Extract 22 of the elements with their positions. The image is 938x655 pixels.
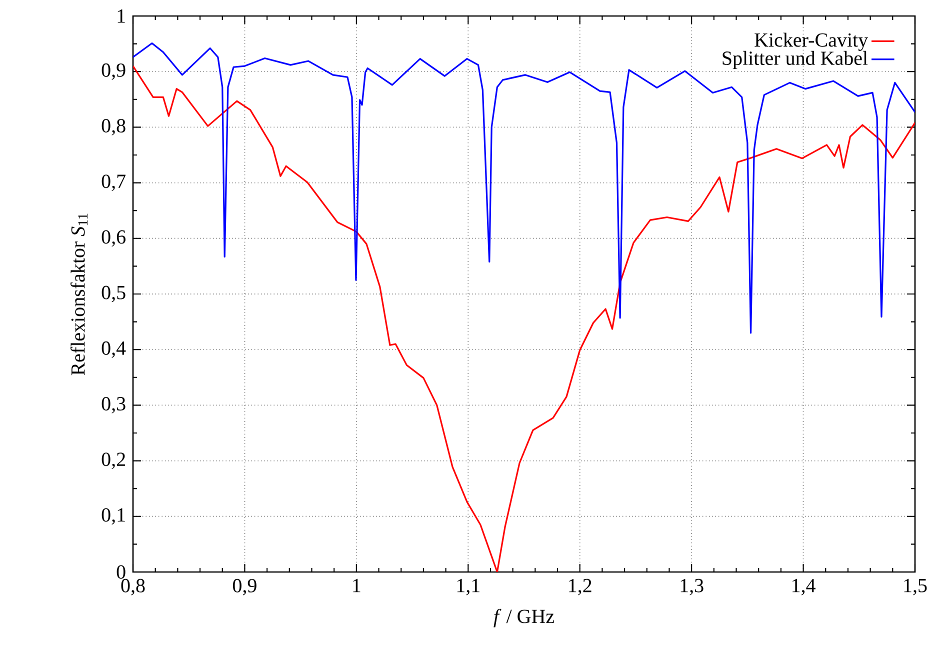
legend-label: Splitter und Kabel — [722, 50, 868, 70]
y-tick-label: 0 — [116, 565, 126, 579]
y-tick-label: 0,9 — [102, 63, 126, 80]
y-tick-label: 0,6 — [102, 230, 126, 247]
y-tick-label: 0,5 — [102, 286, 126, 302]
legend-label: Kicker-Cavity — [754, 32, 868, 51]
y-axis-title: Reflexionsfaktor S$_{11}$ — [70, 214, 88, 376]
y-tick-label: 0,8 — [102, 119, 126, 136]
x-tick-label: 1,4 — [792, 578, 816, 596]
x-tick-label: 1,5 — [904, 578, 927, 596]
x-tick-label: 1 — [353, 578, 360, 592]
x-tick-label: 1,2 — [569, 578, 592, 596]
y-tick-label: 1 — [118, 9, 125, 23]
x-tick-label: 1,3 — [680, 578, 704, 596]
y-tick-label: 0,7 — [102, 174, 126, 191]
x-tick-label: 1,1 — [457, 578, 480, 596]
y-tick-label: 0,1 — [102, 508, 125, 525]
y-tick-label: 0,2 — [102, 452, 125, 469]
x-axis-title: f / GHz — [494, 608, 554, 628]
y-tick-label: 0,4 — [102, 341, 126, 358]
x-tick-label: 0,9 — [232, 578, 256, 596]
y-tick-label: 0,3 — [102, 397, 126, 414]
